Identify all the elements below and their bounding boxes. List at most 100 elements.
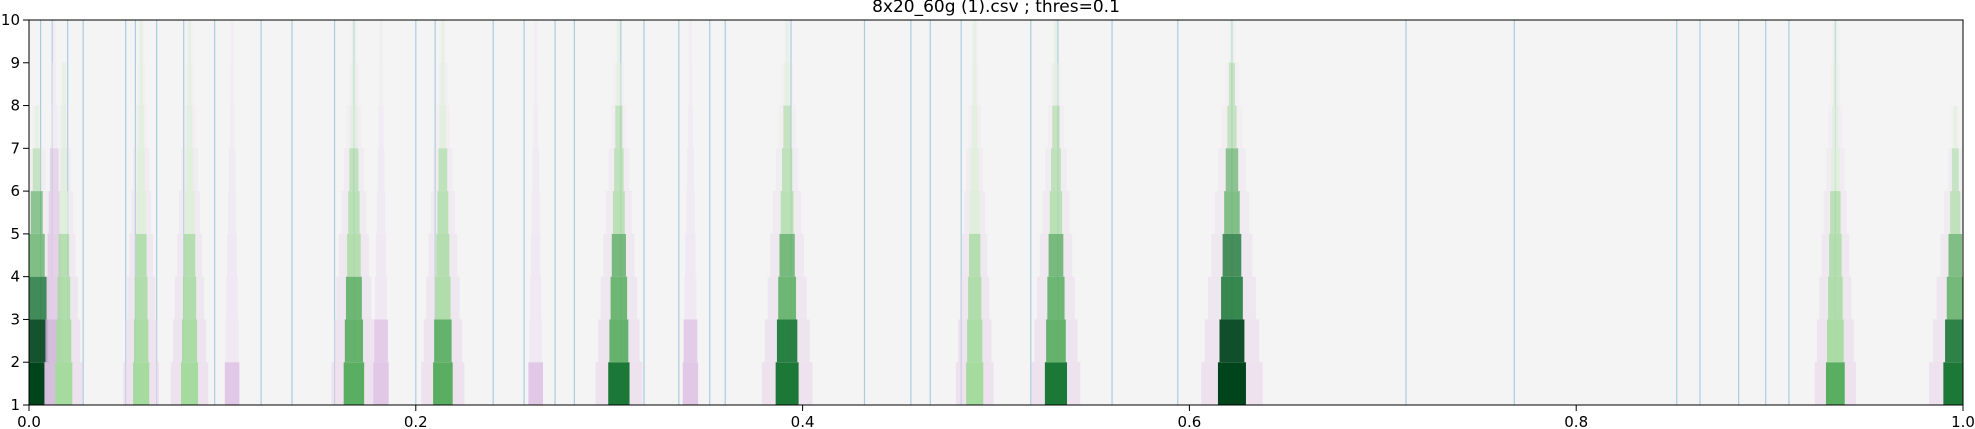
peak-band: [134, 276, 148, 320]
y-tick-label: 8: [10, 97, 20, 115]
peak-band: [610, 276, 628, 320]
x-tick-label: 1.0: [1951, 413, 1975, 429]
y-tick-label: 6: [10, 182, 20, 200]
peak-band: [1227, 105, 1237, 149]
peak-band: [180, 362, 199, 405]
peak-band: [1048, 233, 1064, 277]
x-tick-label: 0.0: [17, 413, 41, 429]
peak-band: [51, 62, 57, 106]
peak-band: [226, 276, 238, 320]
y-tick-label: 5: [10, 225, 20, 243]
peak: [224, 20, 240, 405]
peak-band: [343, 362, 365, 405]
peak-band: [1230, 20, 1234, 63]
peak-band: [1219, 319, 1245, 363]
peak-band: [969, 191, 980, 234]
peak-band: [528, 362, 543, 405]
peak-band: [138, 105, 144, 149]
peak-band: [434, 319, 452, 363]
peak-band: [609, 319, 629, 363]
peak-band: [1052, 105, 1060, 149]
peak-band: [228, 148, 236, 192]
peak: [528, 20, 543, 405]
peak-band: [782, 148, 793, 192]
peak-band: [59, 191, 69, 234]
peak-band: [614, 148, 624, 192]
peak-band: [1953, 105, 1957, 149]
peak-band: [352, 20, 356, 63]
x-axis: 0.0 0.2 0.4 0.6 0.8 1.0: [17, 405, 1975, 429]
peak-band: [230, 20, 234, 63]
peak-band: [1044, 362, 1068, 405]
peak-band: [966, 362, 984, 405]
peak-band: [687, 148, 694, 192]
peak: [421, 20, 465, 405]
peak-band: [55, 362, 73, 405]
chart-title: 8x20_60g (1).csv ; thres=0.1: [872, 0, 1120, 17]
peak-band: [529, 319, 543, 363]
peak-band: [1950, 191, 1961, 234]
peak-band: [436, 233, 450, 277]
peak-band: [374, 319, 388, 363]
peak: [1929, 105, 1963, 405]
x-tick-label: 0.6: [1177, 413, 1201, 429]
peak-halo: [137, 20, 145, 63]
peak-band: [973, 20, 977, 63]
peak-band: [533, 105, 539, 149]
peak: [170, 20, 209, 405]
peak-band: [1046, 319, 1066, 363]
peak-halo: [783, 20, 791, 63]
peak-band: [970, 148, 979, 192]
peak-band: [616, 62, 622, 106]
peak-band: [348, 191, 360, 234]
x-tick-label: 0.8: [1564, 413, 1588, 429]
peak-band: [1825, 362, 1845, 405]
peak-band: [374, 276, 387, 320]
peak-band: [350, 105, 358, 149]
peak-band: [534, 62, 538, 106]
peak-band: [379, 20, 383, 63]
peak-band: [344, 319, 363, 363]
peak-band: [687, 105, 693, 149]
peak-band: [682, 362, 699, 405]
peak-band: [1221, 276, 1243, 320]
peak-band: [1217, 362, 1246, 405]
peak-band: [133, 319, 149, 363]
peak-band: [52, 20, 56, 63]
peak-band: [530, 276, 542, 320]
peak-band: [685, 233, 696, 277]
peak-band: [784, 62, 790, 106]
peak: [1814, 20, 1856, 405]
peak-band: [61, 105, 66, 149]
peak-band: [185, 148, 194, 192]
peak-band: [49, 148, 59, 192]
peak: [1031, 20, 1081, 405]
peak-band: [437, 191, 449, 234]
peak-band: [1049, 191, 1063, 234]
y-tick-label: 3: [10, 310, 20, 328]
peak-band: [228, 191, 237, 234]
peak-band: [1946, 276, 1963, 320]
peak-band: [971, 105, 978, 149]
peak-band: [688, 62, 693, 106]
peak-band: [783, 105, 791, 149]
peak-band: [1053, 62, 1059, 106]
y-axis: 1 2 3 4 5 6 7 8 9 10: [1, 11, 29, 414]
peak-band: [1224, 191, 1240, 234]
peak-band: [373, 362, 389, 405]
peak-band: [534, 20, 538, 63]
peak-band: [611, 233, 626, 277]
peak-band: [376, 191, 386, 234]
peak-band: [32, 148, 41, 192]
peak-band: [186, 105, 193, 149]
peak-band: [1945, 319, 1963, 363]
peak-band: [58, 233, 70, 277]
peak-band: [1828, 276, 1843, 320]
peak-band: [1222, 233, 1242, 277]
plot-background: [29, 20, 1963, 405]
peak-band: [775, 362, 799, 405]
peak-band: [30, 191, 43, 234]
y-tick-label: 9: [10, 54, 20, 72]
peak: [331, 20, 377, 405]
